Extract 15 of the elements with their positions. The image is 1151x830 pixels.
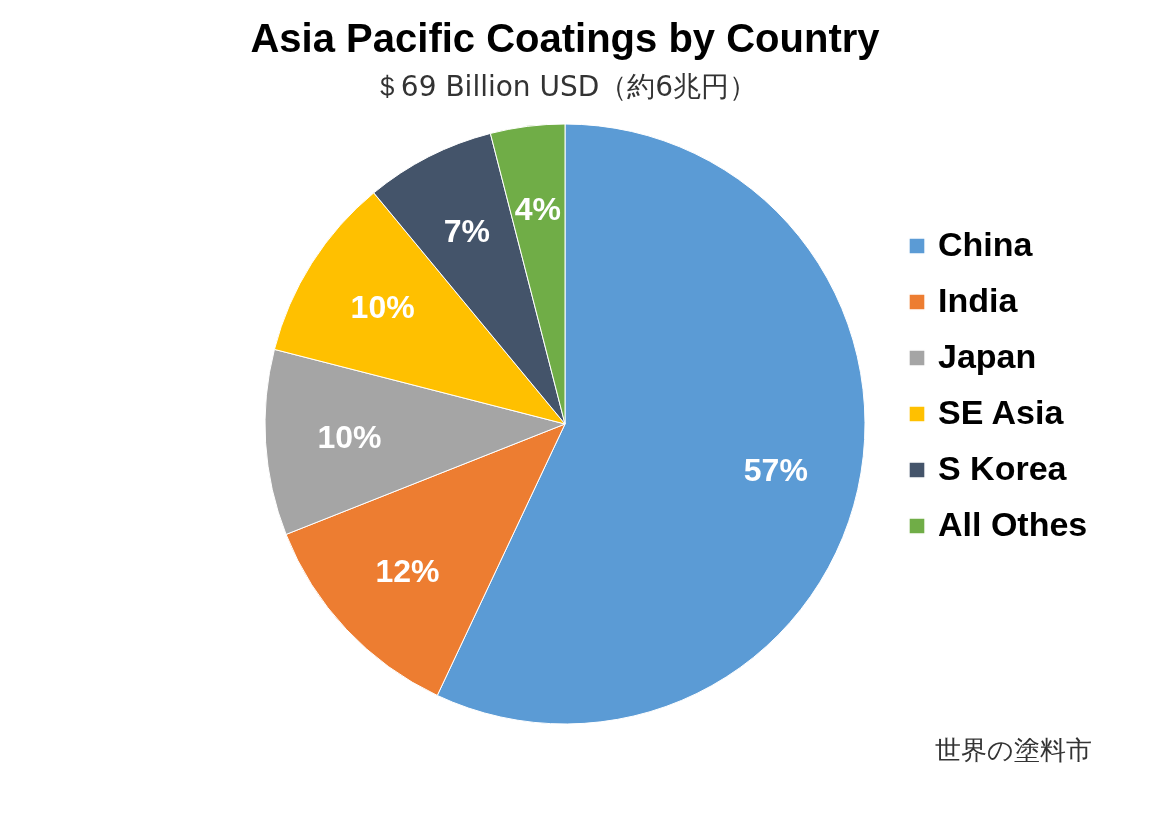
- legend-label: SE Asia: [938, 393, 1065, 431]
- data-label: 57%: [743, 452, 808, 489]
- legend-label: S Korea: [938, 449, 1068, 487]
- legend-label: India: [938, 281, 1019, 319]
- legend-label: All Othes: [938, 505, 1088, 543]
- data-label: 7%: [443, 212, 491, 249]
- data-label: 10%: [350, 289, 415, 326]
- data-label: 4%: [514, 190, 562, 227]
- chart-title: Asia Pacific Coatings by Country: [250, 16, 881, 60]
- data-label: 10%: [317, 418, 382, 455]
- legend-label: Japan: [938, 337, 1037, 375]
- text: 世界の塗料市: [935, 735, 1092, 765]
- data-label: 12%: [375, 552, 440, 589]
- chart-subtitle: ＄69 Billion USD（約6兆円）: [372, 70, 758, 103]
- legend-label: China: [938, 225, 1034, 263]
